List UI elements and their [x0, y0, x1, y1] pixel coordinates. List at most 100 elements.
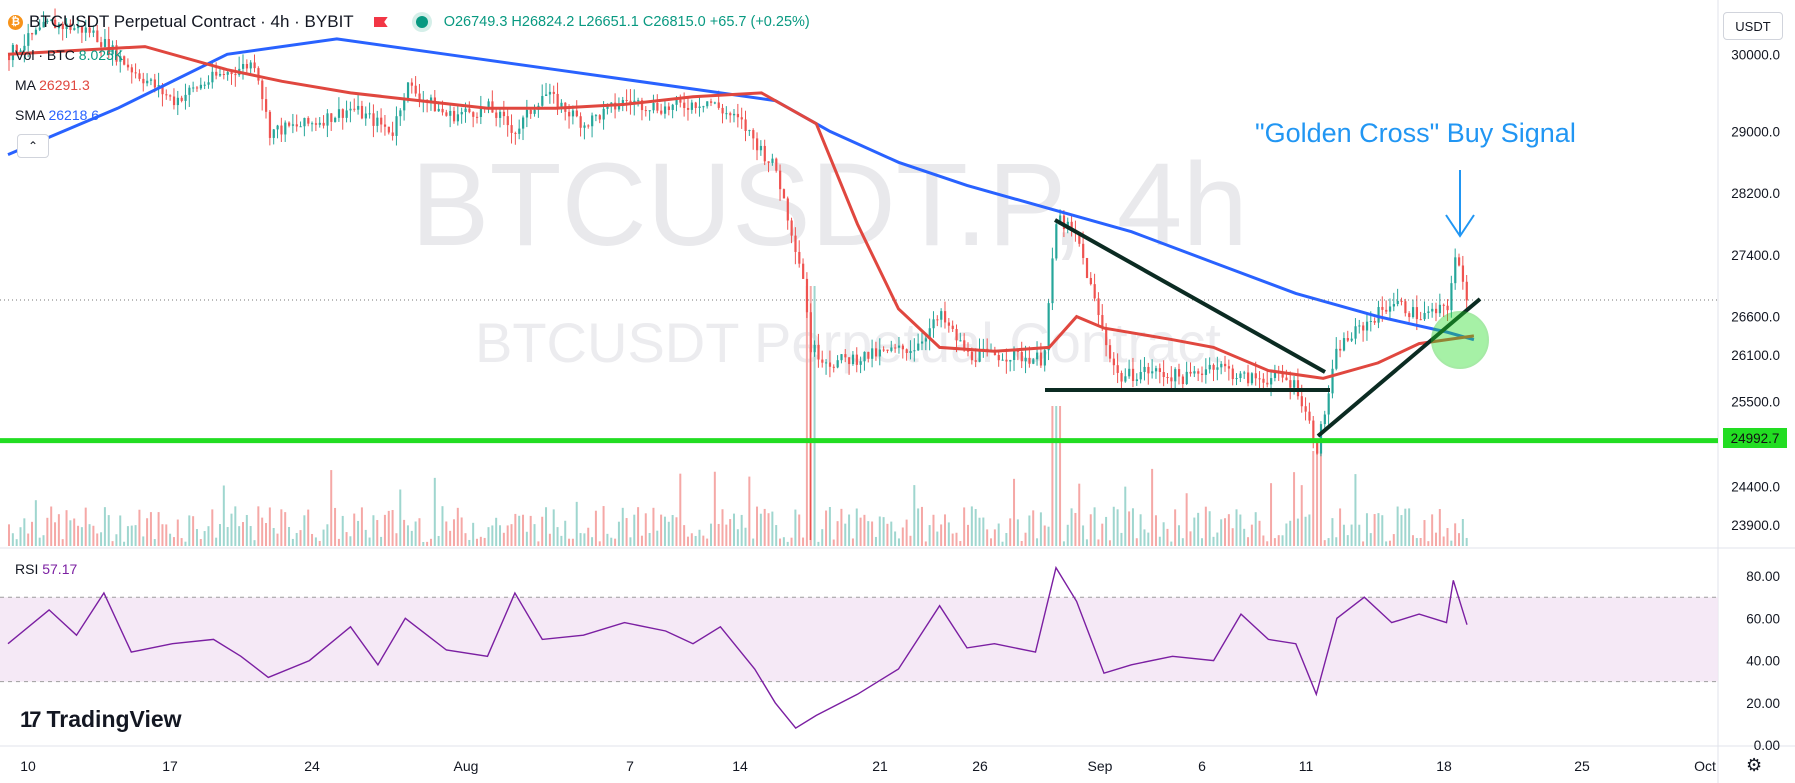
candle-body	[786, 198, 789, 221]
candle-body	[1166, 377, 1169, 379]
candle-body	[882, 349, 885, 351]
volume-bar	[1411, 535, 1414, 546]
candle-body	[100, 42, 103, 47]
ohlc-high: H26824.2	[511, 14, 575, 30]
volume-bar	[1204, 506, 1207, 546]
candle-body	[759, 145, 763, 151]
volume-bar	[794, 509, 797, 546]
volume-bar	[617, 521, 620, 546]
candle-body	[1043, 350, 1046, 366]
settings-icon[interactable]: ⚙	[1746, 755, 1763, 775]
legend-volume[interactable]: Vol · BTC 8.025K	[15, 47, 123, 63]
candle-body	[967, 350, 970, 352]
symbol-title[interactable]: BTCUSDT Perpetual Contract · 4h · BYBIT	[29, 12, 354, 31]
volume-bar	[913, 485, 916, 546]
candle-body	[825, 362, 828, 364]
candle-body	[460, 112, 463, 115]
candle-body	[917, 343, 920, 351]
legend-rsi[interactable]: RSI 57.17	[15, 561, 77, 577]
volume-bar	[27, 533, 30, 546]
candle-body	[863, 351, 866, 362]
candle-body	[790, 220, 793, 236]
volume-bar	[1335, 537, 1338, 546]
volume-bar	[69, 520, 72, 546]
volume-bar	[314, 537, 317, 546]
flag-icon[interactable]	[373, 17, 388, 27]
volume-bar	[452, 519, 455, 546]
volume-bar	[92, 525, 95, 546]
volume-bar	[863, 514, 866, 546]
candle-body	[836, 360, 839, 368]
candle-body	[506, 116, 509, 126]
volume-bar	[733, 513, 736, 546]
candle-body	[357, 105, 360, 110]
candle-body	[96, 30, 99, 43]
arrow-head	[1445, 214, 1475, 238]
volume-bar	[1300, 485, 1303, 546]
candle-body	[360, 105, 364, 119]
candle-body	[349, 108, 352, 111]
volume-bar	[303, 515, 306, 546]
candle-body	[644, 110, 647, 112]
tradingview-logo[interactable]: 17 TradingView	[20, 706, 182, 733]
volume-bar	[195, 529, 198, 546]
volume-bar	[917, 508, 920, 546]
volume-bar	[80, 527, 83, 546]
candle-body	[1450, 283, 1453, 311]
candle-body	[1446, 305, 1449, 311]
legend-ma[interactable]: MA 26291.3	[15, 77, 90, 93]
candle-body	[1308, 411, 1311, 421]
volume-bar	[1250, 524, 1253, 546]
volume-bar	[146, 518, 149, 546]
candle-body	[345, 110, 348, 118]
volume-bar	[894, 531, 897, 546]
candle-body	[794, 235, 797, 252]
candle-body	[886, 349, 889, 351]
volume-bar	[1415, 538, 1418, 546]
volume-bar	[1032, 510, 1035, 546]
candle-body	[452, 110, 456, 122]
collapse-legend-button[interactable]: ⌃	[17, 134, 49, 158]
candle-body	[1001, 359, 1004, 361]
volume-bar	[986, 529, 989, 546]
candle-body	[1131, 368, 1135, 382]
candle-body	[1055, 224, 1058, 259]
time-tick-label: Oct	[1694, 758, 1716, 774]
volume-bar	[1331, 518, 1334, 546]
candle-body	[311, 123, 314, 125]
volume-bar	[752, 538, 755, 546]
market-status-icon	[415, 16, 428, 28]
volume-bar	[1438, 509, 1441, 546]
legend-sma[interactable]: SMA 26218.6	[15, 107, 99, 123]
volume-bar	[126, 526, 129, 546]
candle-body	[1185, 371, 1188, 385]
volume-bar	[357, 520, 360, 546]
volume-bar	[571, 538, 574, 546]
candle-body	[1465, 281, 1468, 301]
candle-body	[1189, 371, 1192, 374]
volume-bar	[1166, 528, 1169, 546]
candle-body	[522, 117, 525, 129]
currency-button[interactable]: USDT	[1723, 12, 1783, 40]
candle-body	[73, 28, 76, 30]
price-tick-label: 27400.0	[1731, 248, 1780, 263]
candle-body	[1231, 368, 1234, 380]
candle-body	[291, 124, 295, 126]
candle-body	[1139, 371, 1142, 380]
price-tick-label: 30000.0	[1731, 47, 1780, 62]
volume-bar	[337, 538, 340, 546]
rsi-tick-label: 60.00	[1746, 611, 1780, 626]
candle-body	[913, 350, 916, 352]
tradingview-mark-icon: 17	[20, 706, 42, 732]
candle-body	[303, 117, 306, 127]
symbol-header[interactable]: ₿ BTCUSDT Perpetual Contract · 4h · BYBI…	[8, 12, 810, 32]
volume-bar	[694, 535, 697, 546]
candle-body	[625, 99, 628, 101]
candle-body	[1415, 307, 1419, 320]
volume-bar	[905, 519, 908, 546]
candle-body	[1112, 358, 1115, 366]
candle-body	[867, 351, 870, 359]
sma-value: 26218.6	[48, 107, 100, 123]
candle-body	[276, 125, 279, 130]
